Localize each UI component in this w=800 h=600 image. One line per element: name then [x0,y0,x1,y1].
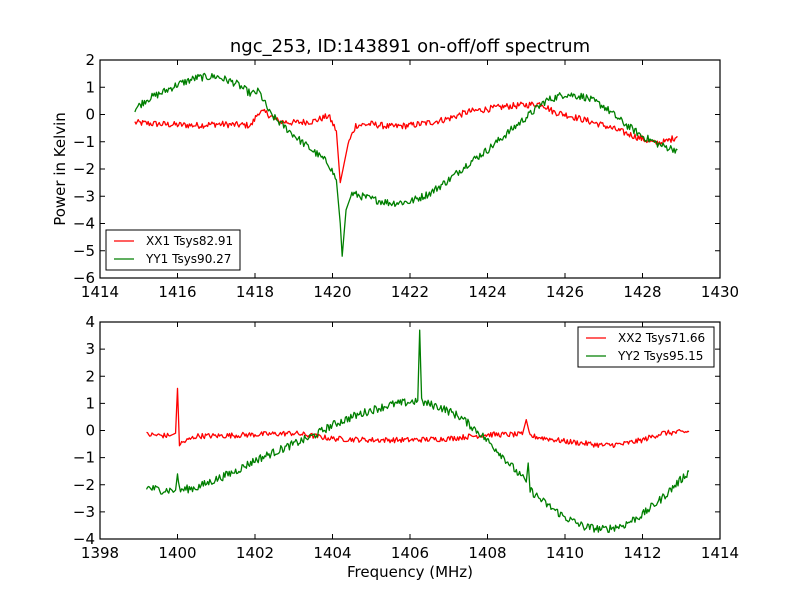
x-tick-label: 1398 [81,544,119,562]
x-tick-label: 1410 [546,544,584,562]
y-tick-label: −5 [73,242,95,260]
x-tick-label: 1408 [468,544,506,562]
x-tick-label: 1430 [701,283,739,301]
series-line-yy1 [134,72,678,257]
top-panel: 1414 1416 1418 1420 1422 1424 1426 1428 1430 2 1 0 −… [73,51,739,301]
y-tick-label: −6 [73,269,95,287]
x-tick-label: 1404 [313,544,351,562]
y-tick-label: 2 [85,51,95,69]
x-tick-label: 1422 [391,283,429,301]
legend-box [577,326,715,368]
y-tick-label: 2 [85,367,95,385]
bottom-panel: 1398 1400 1402 1404 1406 1408 1410 1412 1414 4 3 2 1… [73,313,739,562]
bottom-series-layer [145,329,690,533]
x-tick-label: 1414 [81,283,119,301]
y-tick-label: −2 [73,476,95,494]
y-tick-label: 4 [85,313,95,331]
series-line-xx1 [134,101,678,184]
y-tick-label: −4 [73,215,95,233]
top-legend: XX1 Tsys82.91 YY1 Tsys90.27 [105,229,241,271]
y-tick-label: −3 [73,503,95,521]
series-line-xx2 [146,387,690,449]
y-tick-label: 1 [85,394,95,412]
x-axis-title: Frequency (MHz) [347,563,473,581]
legend-label: YY1 Tsys90.27 [145,252,231,266]
y-tick-label: 3 [85,340,95,358]
x-tick-label: 1402 [236,544,274,562]
y-tick-label: −1 [73,449,95,467]
x-tick-label: 1426 [546,283,584,301]
y-tick-label: 0 [85,422,95,440]
y-tick-label: −4 [73,530,95,548]
x-tick-label: 1414 [701,544,739,562]
series-line-yy2 [145,329,690,533]
y-tick-label: 0 [85,106,95,124]
x-tick-label: 1428 [623,283,661,301]
legend-label: YY2 Tsys95.15 [617,349,703,363]
bottom-legend: XX2 Tsys71.66 YY2 Tsys95.15 [577,326,715,368]
legend-label: XX2 Tsys71.66 [618,331,705,345]
x-tick-label: 1400 [158,544,196,562]
y-tick-label: −1 [73,133,95,151]
top-series-layer [134,72,678,257]
x-tick-label: 1418 [236,283,274,301]
x-tick-label: 1420 [313,283,351,301]
y-tick-label: 1 [85,78,95,96]
x-tick-label: 1406 [391,544,429,562]
y-tick-label: −3 [73,187,95,205]
bottom-ticks: 1398 1400 1402 1404 1406 1408 1410 1412 1414 4 3 2 1… [73,313,739,562]
y-tick-label: −2 [73,160,95,178]
y-axis-title: Power in Kelvin [51,112,69,226]
x-tick-label: 1424 [468,283,506,301]
legend-label: XX1 Tsys82.91 [146,234,233,248]
top-ticks: 1414 1416 1418 1420 1422 1424 1426 1428 1430 2 1 0 −… [73,51,739,301]
chart-title: ngc_253, ID:143891 on-off/off spectrum [230,36,590,57]
x-tick-label: 1412 [623,544,661,562]
legend-box [105,229,241,271]
x-tick-label: 1416 [158,283,196,301]
